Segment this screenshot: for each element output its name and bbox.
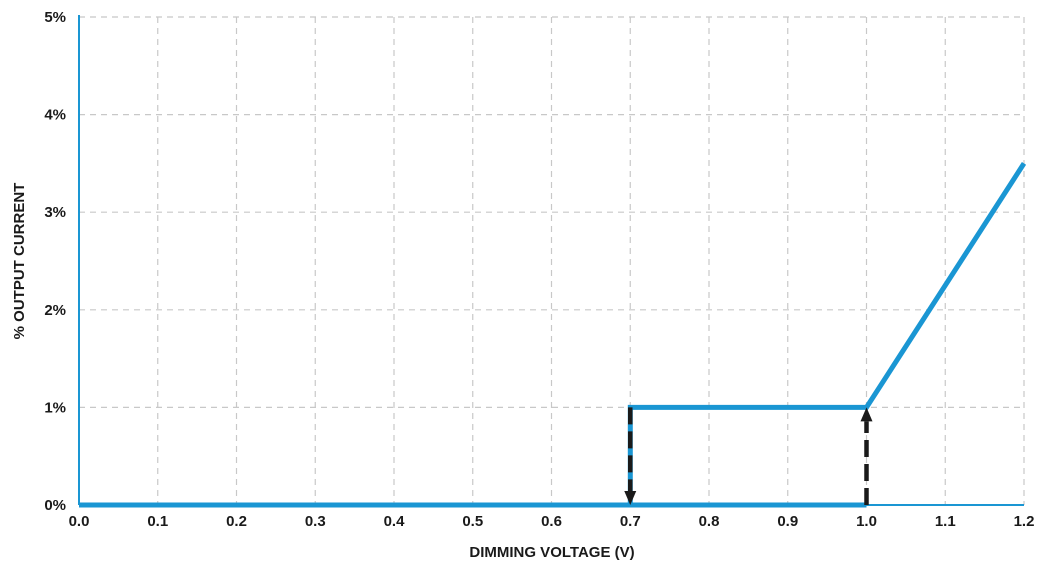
x-tick-label-12: 1.2 [1014,513,1035,530]
x-tick-label-7: 0.7 [620,513,641,530]
y-tick-label-1: 1% [44,399,66,416]
y-tick-label-3: 3% [44,204,66,221]
series-line-0 [79,162,1027,508]
x-tick-label-6: 0.6 [541,513,562,530]
y-tick-label-5: 5% [44,9,66,26]
grid [79,16,1025,505]
arrow-up-head [860,407,873,422]
x-axis-title: DIMMING VOLTAGE (V) [469,544,634,561]
x-tick-label-5: 0.5 [462,513,483,530]
x-tick-label-10: 1.0 [856,513,877,530]
y-axis-title: % OUTPUT CURRENT [11,183,28,340]
y-tick-label-0: 0% [44,497,66,514]
series [79,162,1027,508]
x-tick-label-9: 0.9 [777,513,798,530]
x-tick-label-4: 0.4 [384,513,406,530]
y-tick-label-2: 2% [44,302,66,319]
annotations [624,407,873,505]
tick-labels: 0.0 0.1 0.2 0.3 0.4 0.5 0.6 0.7 0.8 0.9 1.0 1.1 1.2 0… [44,9,1034,530]
x-tick-label-8: 0.8 [699,513,720,530]
x-tick-label-2: 0.2 [226,513,247,530]
x-tick-label-11: 1.1 [935,513,956,530]
x-tick-label-0: 0.0 [69,513,90,530]
x-tick-label-3: 0.3 [305,513,326,530]
x-tick-label-1: 0.1 [147,513,168,530]
y-tick-label-4: 4% [44,107,66,124]
arrow-down-head [624,491,637,505]
